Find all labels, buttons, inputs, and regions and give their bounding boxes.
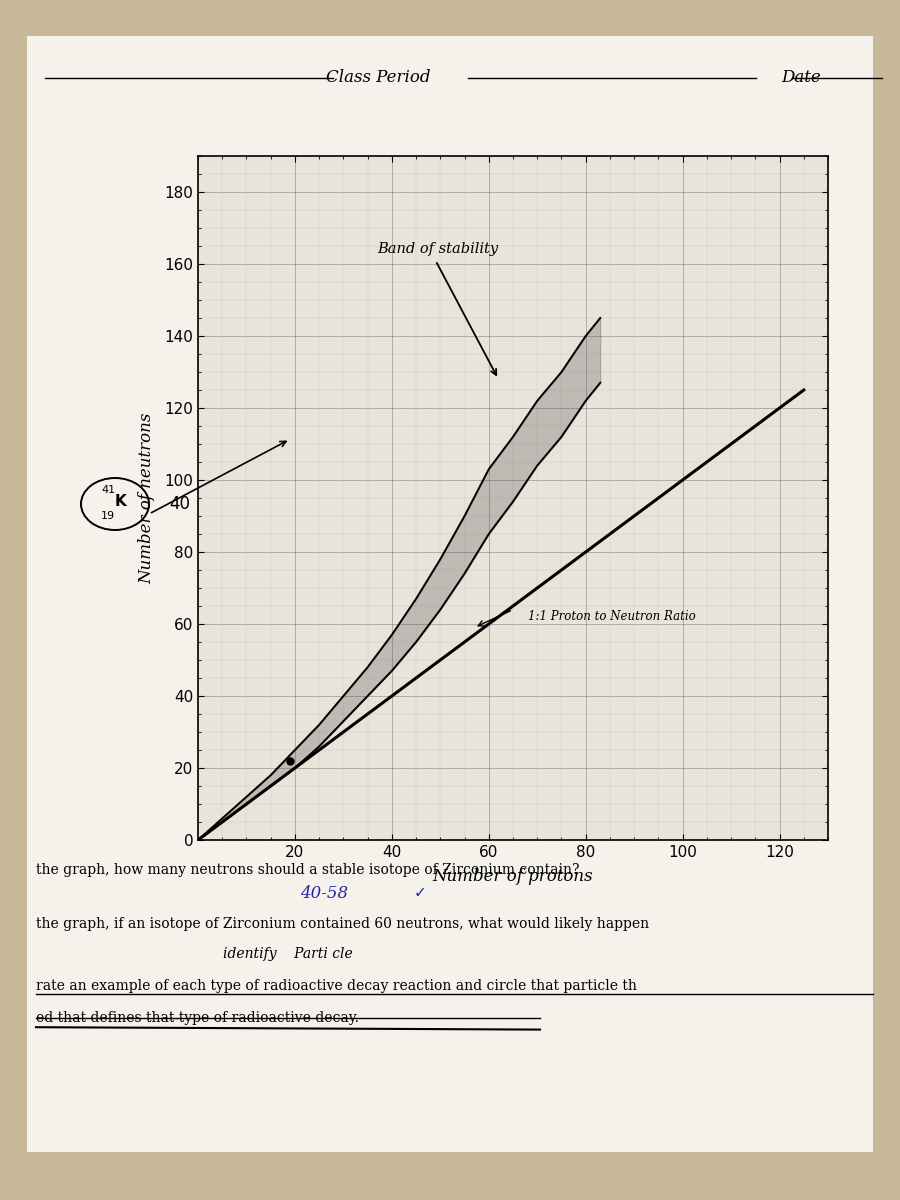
Text: ✓: ✓: [414, 886, 427, 900]
Text: 40-58: 40-58: [300, 886, 348, 902]
Text: Date: Date: [781, 70, 821, 86]
Text: Band of stability: Band of stability: [377, 242, 499, 257]
Text: K: K: [114, 494, 126, 510]
Y-axis label: Number of neutrons: Number of neutrons: [139, 413, 156, 583]
Text: 41: 41: [101, 485, 115, 494]
X-axis label: Number of protons: Number of protons: [433, 868, 593, 886]
Text: identify    Parti cle: identify Parti cle: [223, 947, 353, 961]
Text: 1:1 Proton to Neutron Ratio: 1:1 Proton to Neutron Ratio: [527, 611, 696, 624]
Text: ed that defines that type of radioactive decay.: ed that defines that type of radioactive…: [36, 1010, 359, 1025]
Text: Class Period: Class Period: [326, 70, 430, 86]
Text: the graph, how many neutrons should a stable isotope of Zirconium contain?: the graph, how many neutrons should a st…: [36, 863, 580, 877]
Text: rate an example of each type of radioactive decay reaction and circle that parti: rate an example of each type of radioact…: [36, 979, 637, 994]
Text: 19: 19: [101, 511, 115, 521]
Text: the graph, if an isotope of Zirconium contained 60 neutrons, what would likely h: the graph, if an isotope of Zirconium co…: [36, 917, 649, 931]
Text: 40: 40: [169, 494, 191, 514]
